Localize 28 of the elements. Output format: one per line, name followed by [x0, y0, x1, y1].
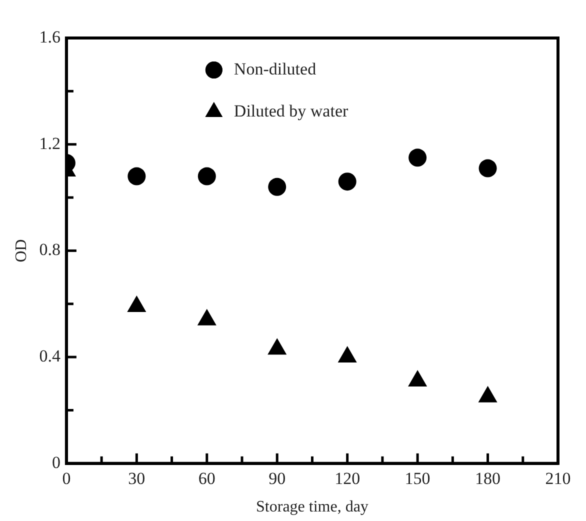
y-tick-label: 0.8	[39, 240, 60, 260]
legend-label: Diluted by water	[234, 101, 348, 120]
y-tick-label: 1.6	[39, 27, 60, 46]
y-tick-label: 0	[52, 452, 60, 472]
y-tick-label: 1.2	[39, 134, 60, 153]
legend-label: Non-diluted	[234, 59, 317, 78]
x-tick-label: 120	[334, 469, 360, 488]
point	[408, 148, 427, 167]
point	[408, 370, 428, 386]
y-tick-label: 0.4	[39, 346, 61, 366]
point	[197, 308, 216, 326]
x-tick-label: 60	[198, 469, 216, 488]
point	[338, 346, 357, 363]
point	[478, 159, 497, 178]
point	[198, 167, 216, 186]
y-axis-title: OD	[12, 239, 30, 262]
x-axis-title: Storage time, day	[256, 498, 368, 516]
point	[268, 338, 287, 355]
point	[478, 386, 498, 402]
x-tick-label: 150	[404, 469, 430, 488]
point	[268, 178, 286, 196]
x-tick-label: 210	[545, 469, 571, 488]
point	[338, 172, 356, 191]
x-tick-label: 30	[128, 469, 146, 488]
x-tick-label: 180	[475, 469, 501, 488]
point	[128, 167, 146, 186]
point	[127, 296, 146, 312]
x-tick-label: 90	[268, 469, 286, 488]
